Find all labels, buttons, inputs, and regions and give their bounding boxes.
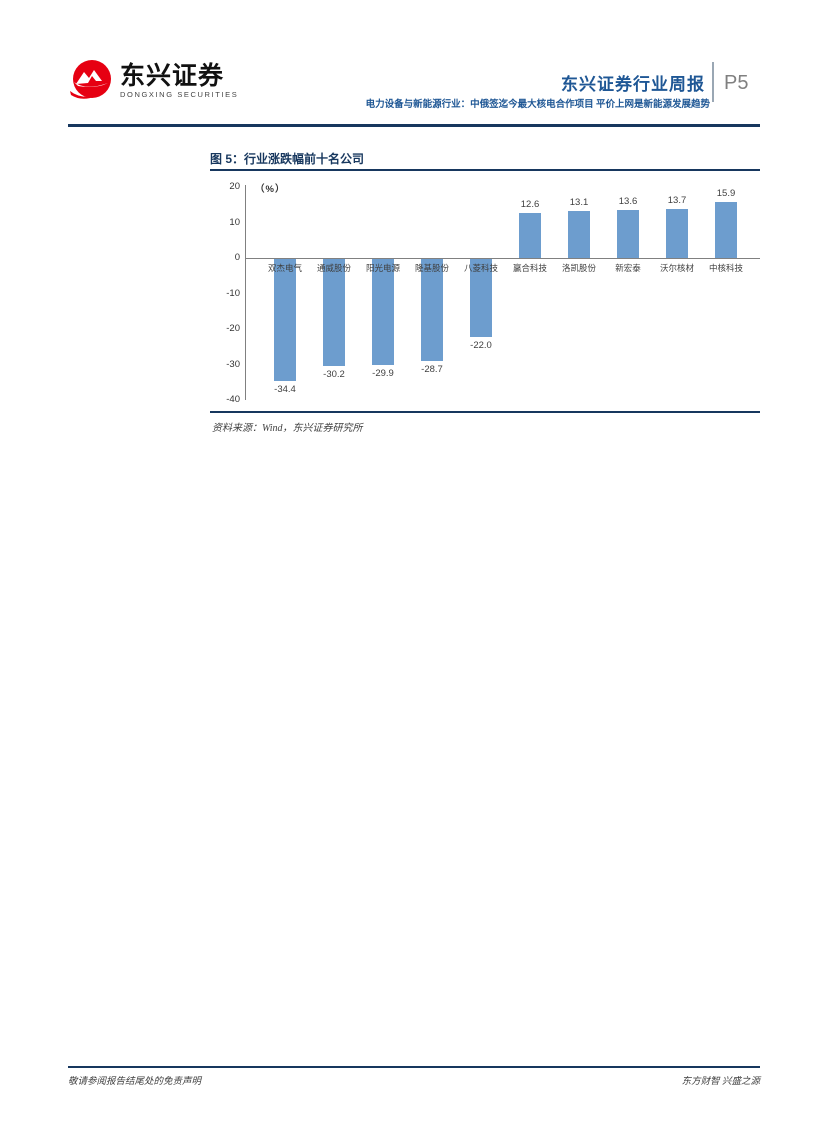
report-subtitle: 电力设备与新能源行业：中俄签迄今最大核电合作项目 平价上网是新能源发展趋势: [365, 100, 710, 110]
category-label: 隆基股份: [414, 263, 449, 273]
value-label: -28.7: [421, 363, 443, 375]
y-axis-unit-label: （%）: [255, 184, 286, 195]
y-tick-label: 0: [234, 252, 240, 263]
footer-rule: [68, 1066, 760, 1068]
y-tick-label: -10: [226, 287, 240, 299]
bar-1: [274, 259, 296, 382]
value-label: 12.6: [520, 199, 540, 211]
bar-4: [421, 259, 443, 361]
category-label: 阳光电源: [365, 263, 400, 273]
page-number: P5: [724, 72, 749, 94]
bar-7: [568, 211, 590, 258]
header-divider: [712, 62, 714, 102]
figure-title-rule: [210, 169, 760, 171]
figure-bottom-rule: [210, 411, 760, 413]
y-tick-label: -30: [226, 358, 240, 370]
value-label: 13.6: [618, 195, 638, 207]
category-label: 中核科技: [708, 263, 743, 273]
y-tick-label: -40: [226, 394, 240, 405]
bar-3: [372, 259, 394, 366]
bar-8: [617, 209, 639, 258]
category-label: 洛凯股份: [561, 263, 596, 273]
bar-10: [715, 201, 737, 258]
y-tick-label: -20: [226, 323, 240, 334]
y-tick-label: 20: [229, 181, 240, 192]
logo-name-cn: 东兴证券: [120, 61, 225, 90]
figure-title: 图 5：行业涨跌幅前十名公司: [210, 152, 365, 166]
bar-2: [323, 259, 345, 367]
figure-source: 资料来源：Wind，东兴证券研究所: [212, 423, 363, 434]
y-axis-line: [245, 185, 246, 400]
value-label: 13.7: [667, 195, 687, 207]
value-label: 13.1: [569, 197, 589, 209]
logo-text: 东兴证券 DONGXING SECURITIES: [120, 61, 239, 100]
report-title: 东兴证券行业周报: [561, 75, 705, 94]
value-label: -30.2: [323, 369, 345, 381]
bar-6: [519, 213, 541, 258]
footer-disclaimer: 敬请参阅报告结尾处的免责声明: [68, 1077, 202, 1087]
category-label: 赢合科技: [512, 263, 547, 273]
value-label: -29.9: [372, 368, 394, 380]
footer-slogan: 东方财智 兴盛之源: [681, 1077, 760, 1087]
bar-5: [470, 259, 492, 338]
category-label: 新宏泰: [615, 263, 641, 273]
value-label: 15.9: [716, 187, 736, 199]
category-label: 八菱科技: [463, 263, 498, 273]
bar-chart: （%） 20 10 0 -10 -20 -30 -40 双杰电气 -34.4 通威股份 -30.2 阳…: [226, 180, 760, 405]
category-label: 沃尔核材: [659, 263, 694, 273]
header-rule: [68, 124, 760, 127]
bar-9: [666, 209, 688, 258]
dongxing-logo-icon: [70, 60, 111, 99]
company-logo: 东兴证券 DONGXING SECURITIES: [66, 57, 238, 105]
value-label: -22.0: [470, 340, 492, 352]
value-label: -34.4: [274, 384, 296, 396]
zero-axis-line: [245, 258, 760, 259]
logo-name-en: DONGXING SECURITIES: [120, 90, 239, 100]
y-tick-label: 10: [229, 216, 240, 228]
category-label: 双杰电气: [267, 263, 302, 273]
category-label: 通威股份: [316, 263, 351, 273]
